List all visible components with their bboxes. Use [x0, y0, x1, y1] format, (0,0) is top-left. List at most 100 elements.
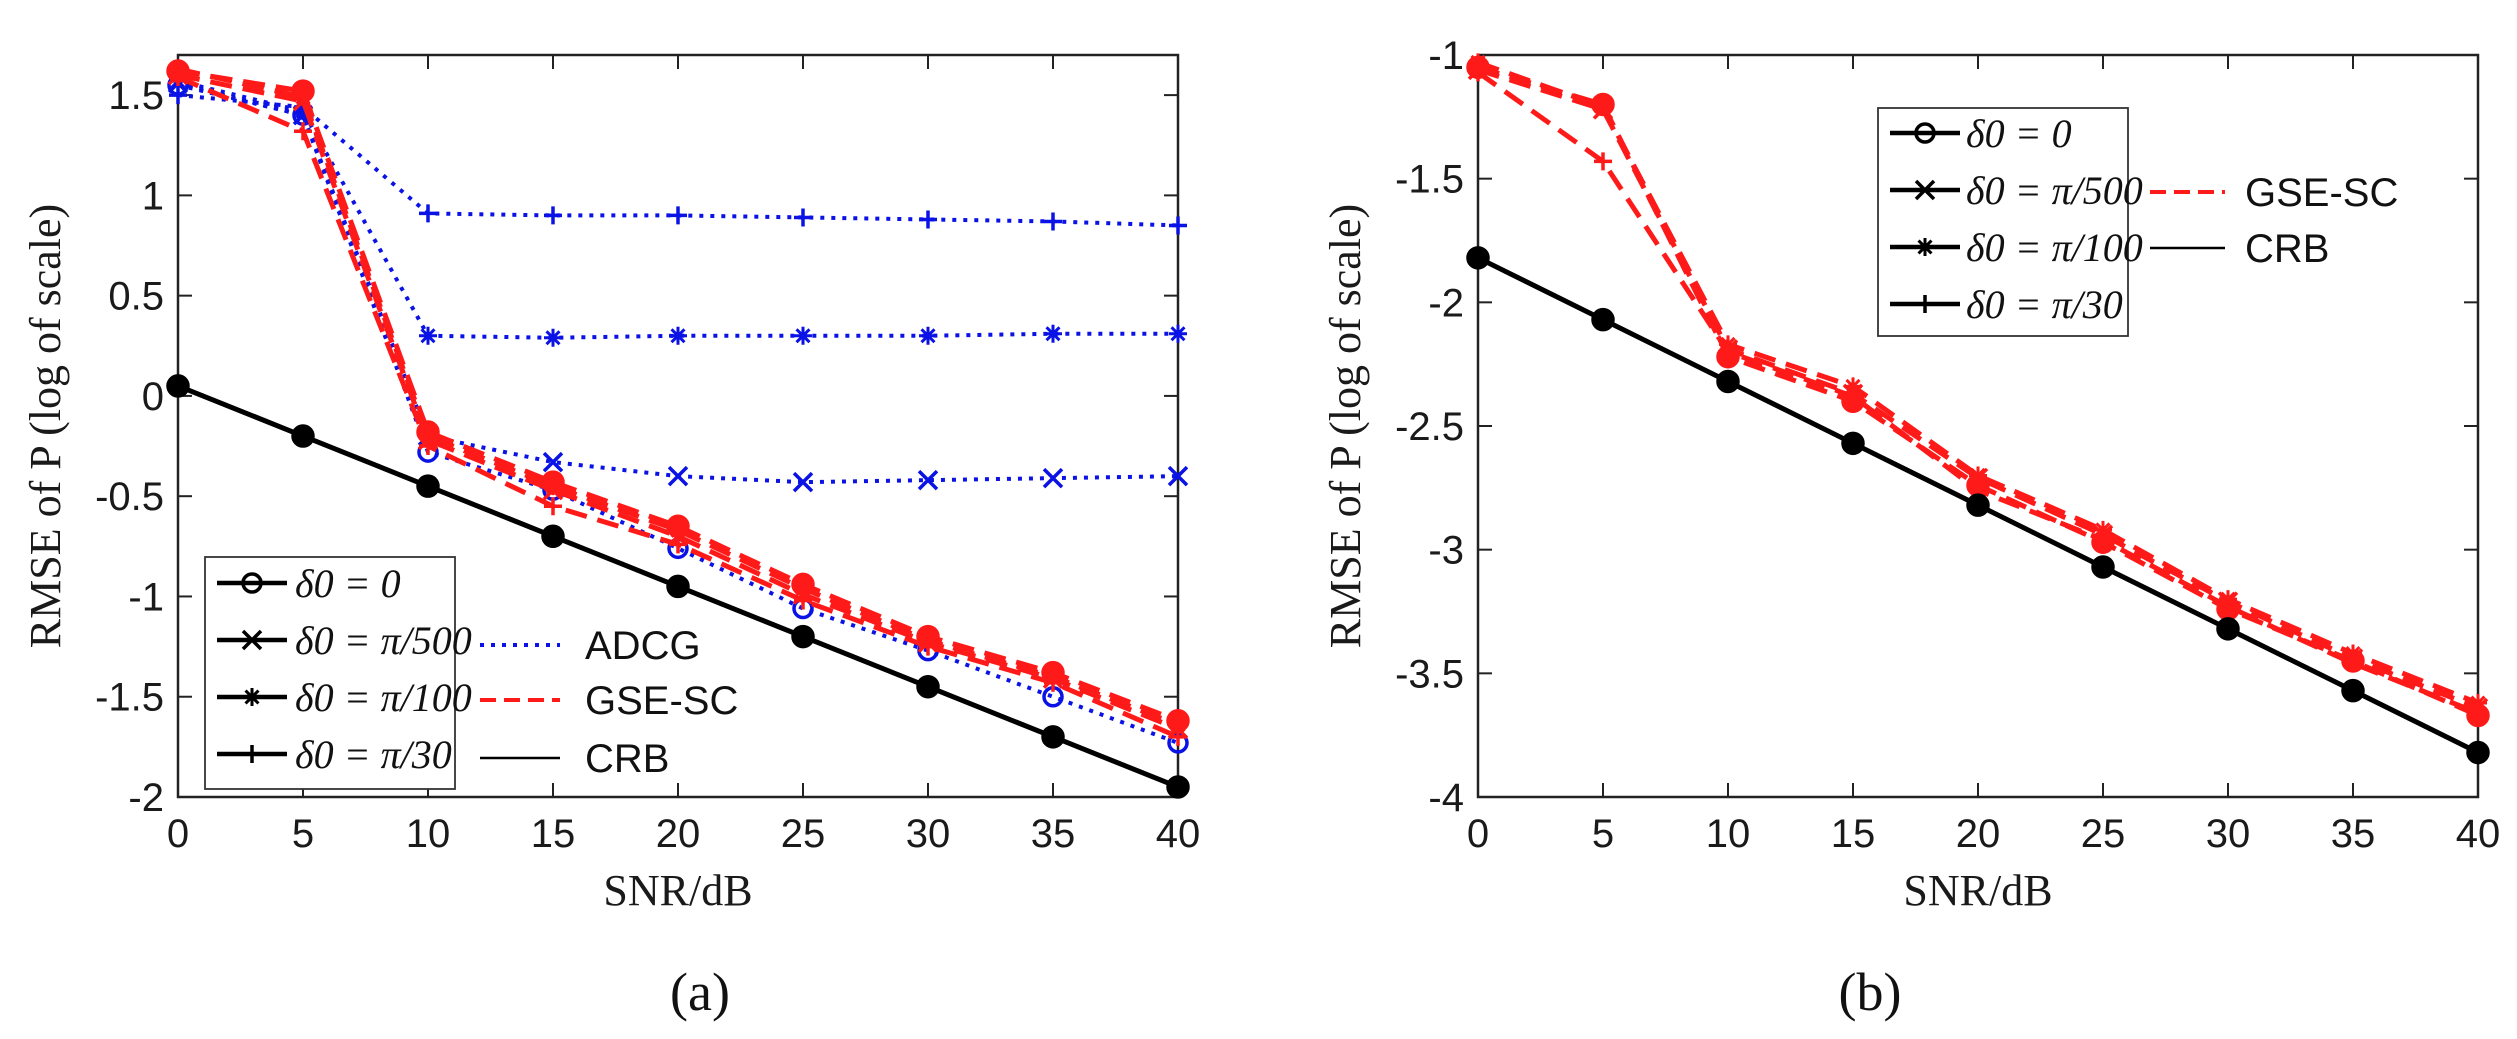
y-tick-label: -3 — [1428, 529, 1464, 573]
data-point — [1044, 324, 1062, 343]
data-point — [1041, 725, 1065, 749]
y-tick-label: -3.5 — [1395, 652, 1464, 696]
legend-marker-star — [243, 688, 261, 706]
legend-method-label: GSE-SC — [2245, 171, 2398, 215]
data-point — [1841, 431, 1865, 456]
data-point — [666, 574, 690, 599]
legend-method-label: CRB — [2245, 227, 2329, 271]
data-point — [2344, 654, 2362, 673]
legend-marker-label: δ0 = π/100 — [1966, 225, 2143, 270]
x-tick-label: 15 — [531, 812, 576, 856]
legend-marker-label: δ0 = π/30 — [295, 732, 452, 777]
series-group — [166, 59, 1190, 799]
y-tick-label: -1.5 — [95, 676, 164, 720]
data-point — [1844, 387, 1862, 406]
data-point — [1466, 246, 1490, 270]
legend-marker-x — [1914, 179, 1936, 201]
legend-marker-label: δ0 = π/100 — [295, 675, 472, 720]
data-point — [294, 88, 312, 107]
x-tick-label: 20 — [656, 812, 701, 856]
data-point — [2469, 703, 2487, 722]
data-point — [916, 674, 940, 699]
x-tick-label: 5 — [292, 812, 314, 856]
panel-label-a: (a) — [670, 962, 730, 1022]
data-point — [1042, 467, 1064, 489]
y-tick-label: -1.5 — [1395, 158, 1464, 202]
data-point — [794, 591, 812, 610]
legend-markers-box — [204, 556, 456, 790]
x-tick-label: 30 — [906, 812, 951, 856]
x-tick-label: 0 — [167, 812, 189, 856]
y-tick-label: 0.5 — [108, 275, 164, 319]
legend-marker-plus — [1916, 295, 1934, 313]
series-line-adcg — [177, 81, 1179, 485]
data-point — [294, 122, 312, 141]
data-point — [1169, 324, 1187, 343]
data-point — [2091, 555, 2115, 579]
y-axis-label: RMSE of P (log of scale) — [21, 204, 70, 648]
x-axis-label: SNR/dB — [1903, 866, 2052, 915]
legend-method-label: CRB — [585, 737, 669, 781]
y-tick-label: -0.5 — [95, 475, 164, 519]
data-point — [1591, 307, 1615, 332]
data-point — [1166, 775, 1190, 799]
data-point — [1966, 493, 1990, 517]
legend-marker-circle — [1914, 122, 1936, 144]
data-point — [2094, 520, 2112, 539]
y-tick-label: -4 — [1428, 776, 1464, 820]
data-point — [919, 326, 937, 345]
chart-panel-a: 0 5 10 15 20 25 30 35 40 -2 -1.5 -1 -0.5 0 0.5 1 1.5 SNR/… — [21, 53, 1200, 915]
data-point — [291, 424, 315, 448]
data-point — [1469, 63, 1487, 82]
data-point — [1044, 212, 1062, 231]
data-point — [544, 206, 562, 225]
data-point — [1844, 377, 1862, 396]
x-axis-label: SNR/dB — [603, 866, 752, 915]
data-point — [2219, 597, 2237, 616]
y-tick-label: -2 — [1428, 281, 1464, 325]
legend-marker-label: δ0 = π/500 — [1966, 168, 2143, 213]
legend-marker-plus — [243, 745, 261, 763]
y-tick-label: -2.5 — [1395, 405, 1464, 449]
data-point — [669, 535, 687, 554]
data-point — [419, 204, 437, 223]
data-point — [1719, 342, 1737, 361]
y-axis-label: RMSE of P (log of scale) — [1321, 204, 1370, 648]
y-tick-label: 1 — [142, 174, 164, 218]
data-point — [2469, 694, 2487, 713]
x-tick-label: 35 — [2331, 812, 2376, 856]
legend-marker-label: δ0 = 0 — [1966, 111, 2072, 156]
x-tick-label: 35 — [1031, 812, 1076, 856]
x-tick-label: 0 — [1467, 812, 1489, 856]
data-point — [794, 326, 812, 345]
data-point — [166, 374, 190, 398]
data-point — [919, 637, 937, 656]
y-tick-label: -2 — [128, 776, 164, 820]
data-point — [2466, 740, 2490, 765]
legend-marker-x — [241, 629, 263, 651]
legend-marker-label: δ0 = 0 — [295, 561, 401, 606]
data-point — [1594, 152, 1612, 171]
data-point — [1969, 466, 1987, 485]
y-tick-label: 0 — [142, 375, 164, 419]
x-tick-label: 40 — [2456, 812, 2501, 856]
data-point — [667, 465, 689, 487]
legend-marker-circle — [241, 572, 263, 594]
data-point — [794, 208, 812, 227]
data-point — [1044, 673, 1062, 692]
data-point — [416, 474, 440, 498]
x-tick-label: 10 — [1706, 812, 1751, 856]
data-point — [544, 497, 562, 516]
data-point — [419, 326, 437, 345]
data-point — [794, 579, 812, 598]
data-point — [919, 210, 937, 229]
data-point — [791, 624, 815, 649]
x-tick-label: 20 — [1956, 812, 2001, 856]
series-line-gse-sc — [177, 66, 1179, 728]
series-line-gse-sc — [1477, 60, 2479, 706]
data-point — [169, 68, 187, 87]
data-point — [1167, 465, 1189, 487]
x-tick-label: 25 — [781, 812, 826, 856]
data-point — [669, 206, 687, 225]
